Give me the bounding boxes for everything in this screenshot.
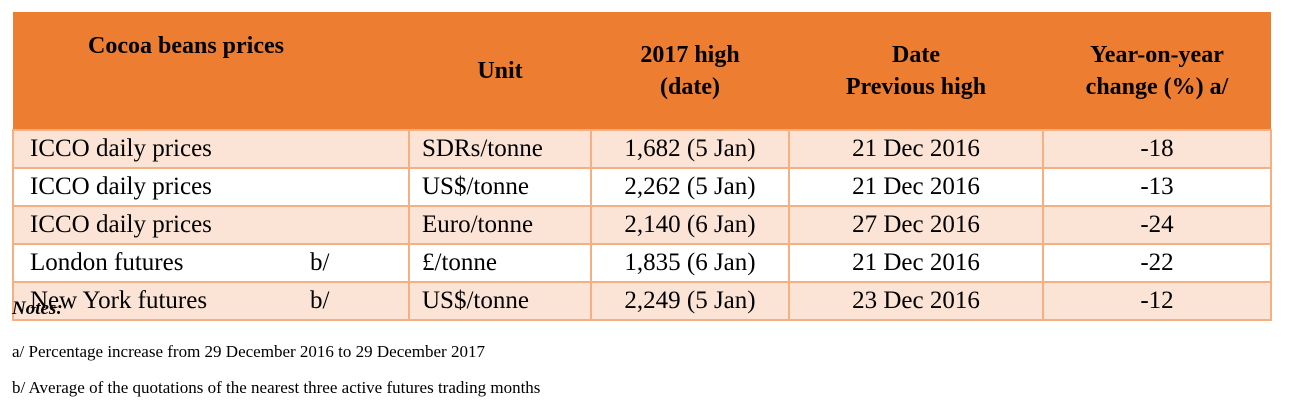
high-cell: 1,682 (5 Jan) xyxy=(590,129,790,169)
high-cell: 2,249 (5 Jan) xyxy=(590,281,790,321)
change-cell: -13 xyxy=(1042,167,1272,207)
row-name: London futures xyxy=(30,249,184,276)
header-row: Cocoa beans prices Unit 2017 high (date) Da… xyxy=(13,12,1271,130)
table-row: London futures b/ £/tonne 1,835 (6 Jan) 21 D… xyxy=(12,243,1272,283)
notes-title: Notes: xyxy=(12,298,63,319)
unit-cell: US$/tonne xyxy=(408,167,592,207)
note-marker: b/ xyxy=(310,287,330,314)
price-table: Cocoa beans prices Unit 2017 high (date) Da… xyxy=(12,12,1272,321)
previous-cell: 21 Dec 2016 xyxy=(788,167,1044,207)
name-cell: ICCO daily prices xyxy=(12,129,410,169)
note: a/ Percentage increase from 29 December … xyxy=(12,342,485,361)
change-cell: -24 xyxy=(1042,205,1272,245)
change-cell: -18 xyxy=(1042,129,1272,169)
previous-cell: 27 Dec 2016 xyxy=(788,205,1044,245)
unit-cell: Euro/tonne xyxy=(408,205,592,245)
note-marker: b/ xyxy=(310,249,330,276)
header-cell: Cocoa beans prices xyxy=(13,12,409,130)
table-row: ICCO daily prices US$/tonne 2,262 (5 Jan) 2… xyxy=(12,167,1272,207)
header-cell: 2017 high (date) xyxy=(591,12,789,130)
row-name: ICCO daily prices xyxy=(30,173,212,200)
unit-cell: £/tonne xyxy=(408,243,592,283)
name-cell: New York futures b/ xyxy=(12,281,410,321)
row-name: New York futures xyxy=(30,287,208,314)
change-cell: -22 xyxy=(1042,243,1272,283)
header-cell: Unit xyxy=(409,12,591,130)
name-cell: ICCO daily prices xyxy=(12,205,410,245)
row-name: ICCO daily prices xyxy=(30,135,212,162)
table-row: New York futures b/US$/tonne 2,249 (5 Jan)… xyxy=(12,281,1272,321)
note: b/ Average of the quotations of the near… xyxy=(12,378,541,397)
change-cell: -12 xyxy=(1042,281,1272,321)
high-cell: 1,835 (6 Jan) xyxy=(590,243,790,283)
row-name: ICCO daily prices xyxy=(30,211,212,238)
name-cell: London futures b/ xyxy=(12,243,410,283)
unit-cell: SDRs/tonne xyxy=(408,129,592,169)
name-cell: ICCO daily prices xyxy=(12,167,410,207)
previous-cell: 23 Dec 2016 xyxy=(788,281,1044,321)
header-cell: Date Previous high xyxy=(789,12,1043,130)
previous-cell: 21 Dec 2016 xyxy=(788,129,1044,169)
table-row: ICCO daily prices Euro/tonne 2,140 (6 Jan)… xyxy=(12,205,1272,245)
header-cell: Year-on-year change (%) a/ xyxy=(1043,12,1271,130)
table-row: ICCO daily prices SDRs/tonne 1,682 (5 Jan)… xyxy=(12,129,1272,169)
high-cell: 2,262 (5 Jan) xyxy=(590,167,790,207)
unit-cell: US$/tonne xyxy=(408,281,592,321)
table-body: ICCO daily prices SDRs/tonne 1,682 (5 Jan)… xyxy=(12,129,1272,321)
previous-cell: 21 Dec 2016 xyxy=(788,243,1044,283)
high-cell: 2,140 (6 Jan) xyxy=(590,205,790,245)
